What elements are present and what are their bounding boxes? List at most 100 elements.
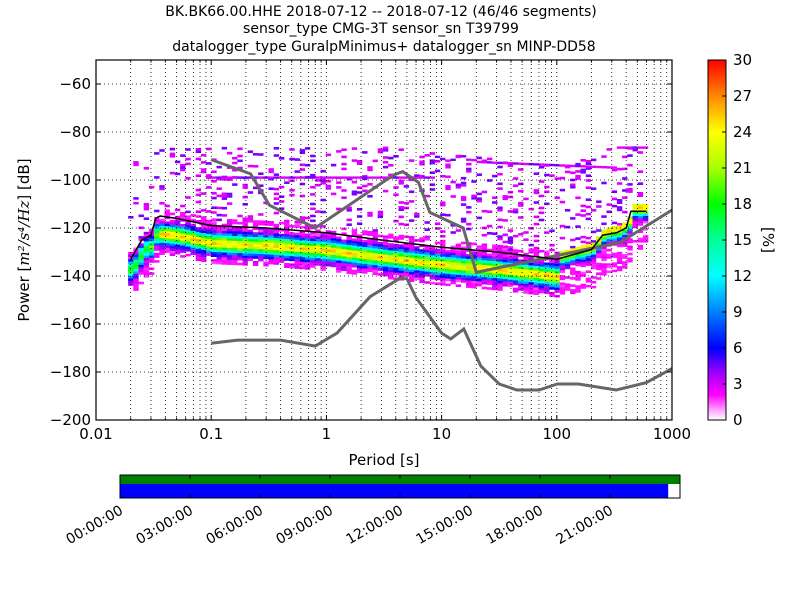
ppd-cell [502, 161, 508, 165]
ppd-cell [143, 255, 150, 259]
ppd-cell [185, 232, 191, 235]
ppd-cell [216, 254, 222, 258]
ppd-cell [221, 238, 228, 241]
ppd-cell [424, 274, 430, 277]
ppd-cell [445, 175, 451, 179]
ppd-cell [440, 157, 446, 161]
ppd-cell [346, 271, 352, 274]
ppd-cell [481, 265, 488, 268]
ppd-cell [226, 151, 233, 155]
ppd-cell [471, 242, 477, 246]
ppd-cell [585, 258, 592, 261]
ppd-cell [637, 240, 644, 243]
ppd-cell [528, 282, 534, 285]
ppd-cell [211, 230, 217, 233]
ppd-cell [133, 271, 139, 275]
ppd-cell [211, 247, 217, 250]
ppd-cell [481, 255, 488, 259]
ppd-cell [278, 250, 285, 254]
ppd-cell [372, 241, 378, 244]
ppd-cell [476, 247, 482, 251]
ppd-cell [195, 148, 202, 151]
ppd-cell [538, 163, 545, 166]
ppd-cell [143, 263, 150, 266]
ppd-cell [263, 176, 269, 179]
ppd-cell [237, 159, 243, 163]
ppd-cell [367, 257, 373, 260]
ppd-cell [434, 155, 441, 159]
ppd-cell [434, 251, 441, 254]
ppd-cell [226, 257, 233, 261]
ppd-cell [570, 260, 576, 263]
ppd-cell [518, 264, 524, 267]
ppd-cell [206, 231, 212, 235]
ppd-cell [169, 239, 176, 242]
ppd-cell [336, 246, 342, 249]
ppd-cell [206, 162, 212, 165]
ppd-cell [481, 277, 488, 280]
ppd-cell [486, 282, 493, 285]
ppd-cell [549, 243, 555, 247]
ppd-cell [507, 255, 514, 259]
ppd-cell [445, 254, 451, 258]
ppd-cell [273, 243, 280, 246]
ppd-cell [252, 165, 259, 168]
ppd-cell [284, 251, 290, 254]
ppd-cell [330, 163, 337, 167]
ppd-cell [414, 260, 420, 264]
ppd-cell [393, 248, 399, 252]
ppd-cell [128, 278, 134, 281]
ppd-cell [502, 281, 508, 285]
ppd-cell [559, 292, 566, 295]
ppd-cell [362, 266, 368, 269]
ppd-cell [169, 231, 176, 235]
ppd-cell [512, 177, 519, 180]
ppd-cell [622, 232, 628, 235]
ppd-cell [341, 189, 347, 192]
ppd-cell [320, 268, 326, 271]
ppd-cell [559, 268, 566, 271]
ppd-cell [258, 237, 264, 240]
ppd-cell [460, 270, 467, 274]
ppd-cell [559, 270, 566, 273]
availability-time-label: 00:00:00 [64, 503, 126, 548]
ppd-cell [304, 247, 311, 251]
ppd-cell [398, 244, 404, 247]
ppd-cell [216, 245, 222, 248]
ppd-cell [445, 252, 451, 255]
ppd-cell [429, 188, 436, 191]
ppd-cell [252, 234, 259, 238]
ppd-cell [497, 285, 503, 289]
ppd-cell [367, 211, 373, 215]
ppd-cell [492, 244, 498, 247]
ppd-cell [424, 254, 430, 258]
ppd-cell [232, 240, 238, 244]
ppd-cell [372, 267, 378, 271]
ppd-cell [559, 275, 566, 278]
ppd-cell [622, 234, 628, 238]
ppd-cell [221, 206, 228, 210]
ppd-cell [590, 158, 597, 162]
ppd-cell [133, 197, 139, 200]
ppd-cell [154, 245, 160, 249]
ppd-cell [492, 246, 498, 250]
ppd-cell [242, 229, 248, 232]
ppd-cell [232, 168, 238, 172]
ppd-cell [252, 244, 259, 247]
ppd-cell [616, 146, 623, 149]
ppd-cell [502, 259, 508, 263]
ppd-cell [310, 159, 316, 163]
colorbar-tick-label: 6 [733, 339, 743, 357]
ppd-cell [559, 224, 566, 228]
axis-ticks: 0.01 0.1 1 10 100 1000−60−80−100−120−140−160−… [50, 60, 691, 443]
ppd-cell [408, 257, 415, 261]
ppd-cell [221, 223, 228, 227]
ppd-cell [575, 273, 581, 276]
ppd-cell [471, 197, 477, 200]
ppd-cell [460, 155, 467, 158]
ppd-cell [372, 159, 378, 163]
ppd-cell [481, 233, 488, 237]
ppd-cell [159, 240, 165, 243]
ppd-cell [138, 262, 144, 266]
ppd-cell [159, 235, 165, 239]
